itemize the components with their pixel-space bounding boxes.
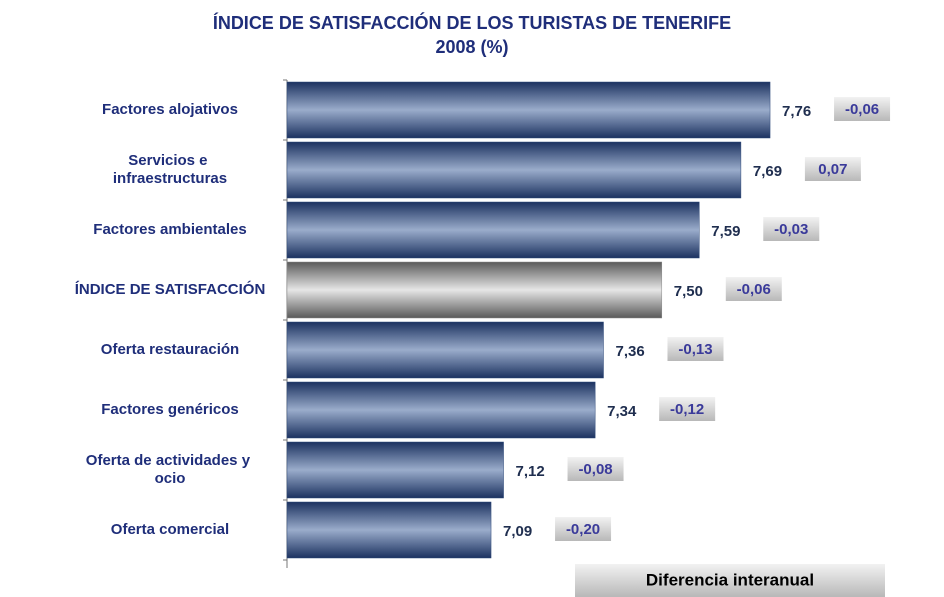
difference-label: 0,07 [818,161,847,178]
difference-box [667,337,724,361]
bar [286,441,504,499]
bar [286,201,700,259]
category-label: Oferta comercial [111,521,229,538]
chart-title: ÍNDICE DE SATISFACCIÓN DE LOS TURISTAS D… [213,12,731,33]
bar [286,141,742,199]
value-label: 7,09 [503,523,532,540]
difference-label: -0,20 [566,521,600,538]
value-label: 7,12 [516,463,545,480]
legend-label: Diferencia interanual [646,570,814,589]
bar [286,381,596,439]
category-label: Servicios e infraestructuras [113,152,227,187]
bar [286,321,604,379]
value-label: 7,36 [615,343,644,360]
difference-box [763,217,820,241]
difference-label: -0,06 [845,101,879,118]
difference-box [725,277,782,301]
value-label: 7,50 [674,283,703,300]
value-label: 7,69 [753,163,782,180]
chart-subtitle: 2008 (%) [435,37,508,57]
category-label: ÍNDICE DE SATISFACCIÓN [75,280,266,298]
difference-label: -0,08 [578,461,612,478]
difference-box [834,97,891,121]
difference-label: -0,12 [670,401,704,418]
bar [286,261,663,319]
difference-label: -0,06 [737,281,771,298]
category-label: Oferta restauración [101,341,239,358]
category-label: Factores genéricos [101,401,239,418]
bar [286,81,771,139]
bar [286,501,492,559]
value-label: 7,34 [607,403,637,420]
value-label: 7,59 [711,223,740,240]
difference-box [555,517,612,541]
category-label: Factores ambientales [93,221,246,238]
difference-box [659,397,716,421]
category-label: Factores alojativos [102,101,238,118]
value-label: 7,76 [782,103,811,120]
difference-box [567,457,624,481]
category-label: Oferta de actividades y ocio [86,452,254,487]
difference-label: -0,03 [774,221,808,238]
legend-box [575,564,885,597]
difference-box [804,157,861,181]
difference-label: -0,13 [678,341,712,358]
